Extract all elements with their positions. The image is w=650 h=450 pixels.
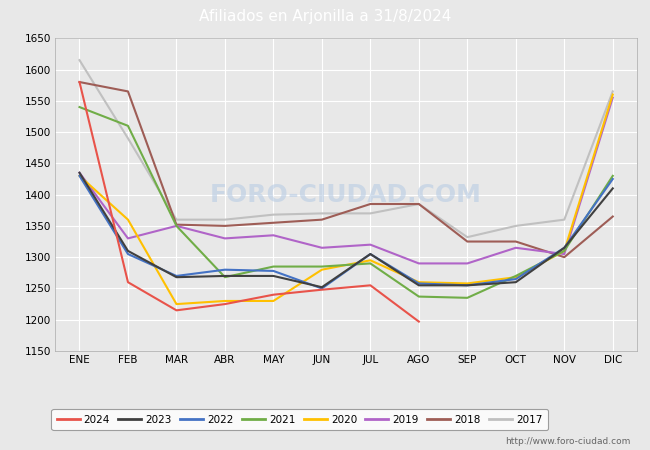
Legend: 2024, 2023, 2022, 2021, 2020, 2019, 2018, 2017: 2024, 2023, 2022, 2021, 2020, 2019, 2018… — [51, 410, 548, 430]
Text: FORO-CIUDAD.COM: FORO-CIUDAD.COM — [210, 183, 482, 207]
Text: Afiliados en Arjonilla a 31/8/2024: Afiliados en Arjonilla a 31/8/2024 — [199, 9, 451, 24]
Text: http://www.foro-ciudad.com: http://www.foro-ciudad.com — [505, 436, 630, 446]
